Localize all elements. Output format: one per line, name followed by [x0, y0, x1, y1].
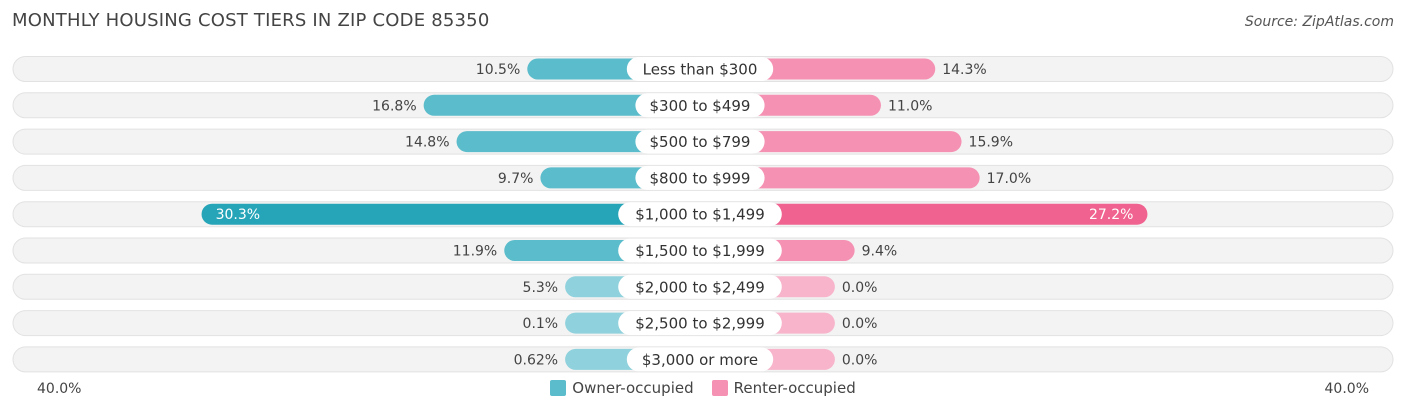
bar-renter [700, 203, 1148, 225]
category-label: $2,500 to $2,999 [635, 315, 765, 333]
value-label-renter: 15.9% [969, 135, 1013, 151]
category-label: $1,000 to $1,499 [635, 206, 765, 224]
chart-title: MONTHLY HOUSING COST TIERS IN ZIP CODE 8… [12, 10, 490, 31]
bar-renter [700, 131, 962, 153]
value-label-owner: 0.1% [523, 316, 559, 332]
value-label-owner: 30.3% [216, 207, 260, 223]
value-label-renter: 9.4% [862, 244, 898, 260]
category-pill [618, 238, 782, 263]
value-label-renter: 14.3% [942, 62, 986, 78]
value-label-renter: 0.0% [842, 352, 878, 368]
bar-owner [423, 94, 700, 116]
category-pill [635, 165, 765, 190]
value-label-owner: 14.8% [405, 135, 449, 151]
category-label: Less than $300 [643, 61, 758, 79]
legend-swatch-renter [711, 380, 728, 396]
category-label: $1,500 to $1,999 [635, 242, 765, 260]
value-label-renter: 0.0% [842, 316, 878, 332]
category-pill [618, 274, 782, 299]
value-label-renter: 27.2% [1089, 207, 1133, 223]
category-label: $500 to $799 [650, 133, 751, 151]
legend-swatch-owner [550, 380, 567, 396]
bar-owner [201, 203, 700, 225]
axis-left-label: 40.0% [37, 381, 82, 397]
value-label-renter: 0.0% [842, 280, 878, 296]
value-label-owner: 16.8% [372, 98, 416, 114]
category-pill [618, 202, 782, 227]
value-label-owner: 5.3% [523, 280, 559, 296]
value-label-owner: 11.9% [453, 244, 497, 260]
category-label: $300 to $499 [650, 97, 751, 115]
category-label: $800 to $999 [650, 169, 751, 187]
legend-item-owner: Owner-occupied [550, 379, 694, 397]
value-label-owner: 10.5% [476, 62, 520, 78]
bar-renter [700, 167, 980, 189]
category-pill [626, 347, 774, 372]
category-label: $2,000 to $2,499 [635, 278, 765, 296]
category-label: $3,000 or more [642, 351, 758, 369]
value-label-owner: 9.7% [498, 171, 534, 187]
legend-item-renter: Renter-occupied [711, 379, 856, 397]
legend-label-owner: Owner-occupied [572, 379, 694, 397]
axis-right-label: 40.0% [1324, 381, 1369, 397]
value-label-renter: 17.0% [987, 171, 1031, 187]
legend: Owner-occupied Renter-occupied [0, 379, 1406, 397]
category-pill [626, 57, 774, 81]
category-pill [635, 129, 765, 154]
category-pill [635, 93, 765, 118]
source-label: Source: ZipAtlas.com [1244, 14, 1394, 30]
value-label-renter: 11.0% [888, 98, 932, 114]
legend-label-renter: Renter-occupied [733, 379, 856, 397]
value-label-owner: 0.62% [514, 352, 558, 368]
category-pill [618, 311, 782, 336]
diverging-bar-chart: Less than $300 10.5% 14.3% $300 to $499 16.8… [12, 56, 1394, 373]
